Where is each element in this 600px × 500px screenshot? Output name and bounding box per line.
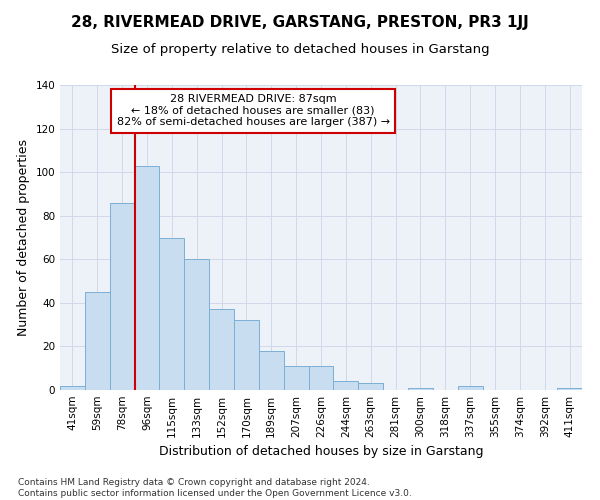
Bar bbox=[134, 166, 160, 390]
Bar bbox=[259, 351, 284, 390]
Text: 28, RIVERMEAD DRIVE, GARSTANG, PRESTON, PR3 1JJ: 28, RIVERMEAD DRIVE, GARSTANG, PRESTON, … bbox=[71, 15, 529, 30]
Bar bbox=[358, 384, 383, 390]
Bar bbox=[334, 382, 358, 390]
Text: Size of property relative to detached houses in Garstang: Size of property relative to detached ho… bbox=[110, 42, 490, 56]
Text: 28 RIVERMEAD DRIVE: 87sqm
← 18% of detached houses are smaller (83)
82% of semi-: 28 RIVERMEAD DRIVE: 87sqm ← 18% of detac… bbox=[116, 94, 390, 128]
Text: Contains HM Land Registry data © Crown copyright and database right 2024.
Contai: Contains HM Land Registry data © Crown c… bbox=[18, 478, 412, 498]
Bar bbox=[85, 292, 110, 390]
Bar bbox=[110, 202, 134, 390]
X-axis label: Distribution of detached houses by size in Garstang: Distribution of detached houses by size … bbox=[159, 446, 483, 458]
Bar bbox=[408, 388, 433, 390]
Bar bbox=[209, 310, 234, 390]
Bar bbox=[184, 260, 209, 390]
Bar bbox=[60, 386, 85, 390]
Bar bbox=[160, 238, 184, 390]
Bar bbox=[234, 320, 259, 390]
Y-axis label: Number of detached properties: Number of detached properties bbox=[17, 139, 30, 336]
Bar bbox=[557, 388, 582, 390]
Bar bbox=[308, 366, 334, 390]
Bar bbox=[284, 366, 308, 390]
Bar bbox=[458, 386, 482, 390]
